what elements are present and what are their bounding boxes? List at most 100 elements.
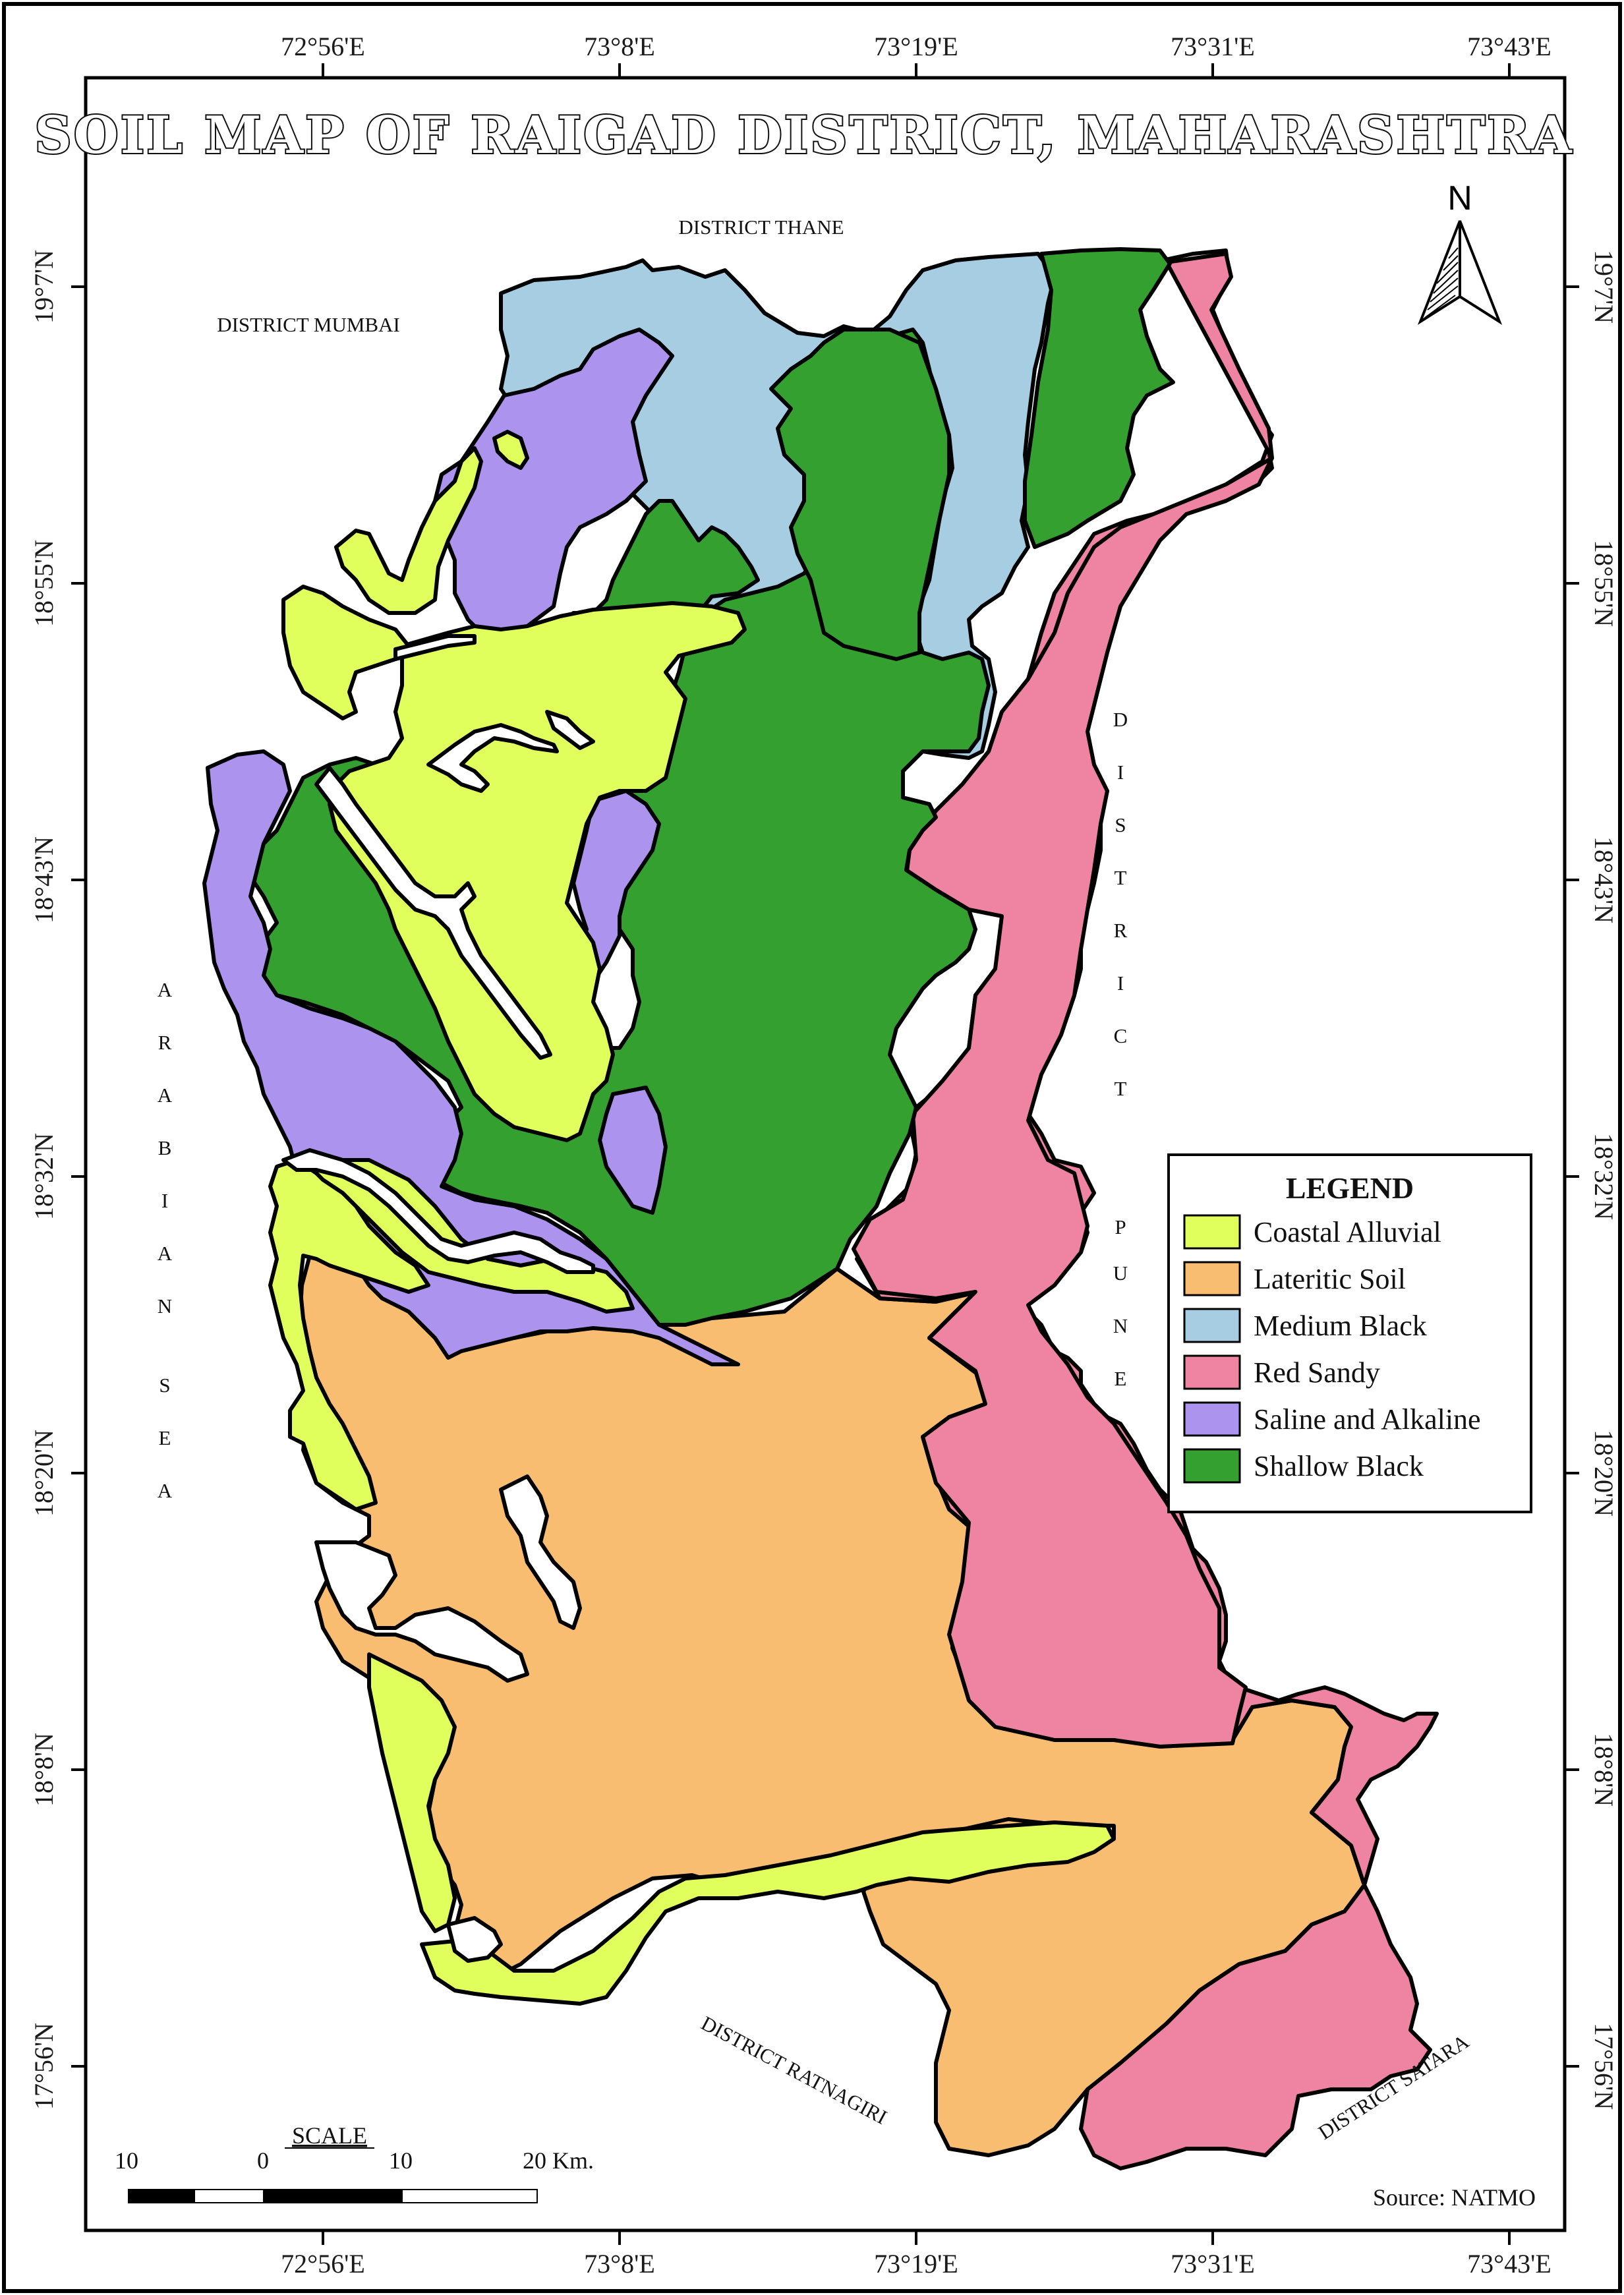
creek-central (426, 723, 559, 793)
latitude-label-right: 19°7'N (1589, 250, 1619, 324)
pune-letter: C (1114, 1024, 1128, 1047)
pune-letter: I (1117, 761, 1124, 784)
legend-swatch (1183, 1308, 1241, 1343)
legend-item-label: Lateritic Soil (1254, 1263, 1406, 1295)
creek-rajpuri (314, 1540, 529, 1683)
creek-revdanda (281, 1148, 595, 1274)
pune-letter: E (1115, 1367, 1127, 1390)
legend-title: LEGEND (1286, 1171, 1414, 1205)
latitude-label-right: 17°56'N (1589, 2023, 1619, 2110)
latitude-label-right: 18°32'N (1589, 1133, 1619, 1220)
pune-letter: P (1115, 1215, 1126, 1238)
label-district-mumbai: DISTRICT MUMBAI (217, 313, 400, 336)
sea-letter: I (161, 1189, 168, 1212)
latitude-label-left: 18°8'N (29, 1733, 59, 1807)
scale-segment-4 (401, 2189, 538, 2203)
longitude-label-top: 72°56'E (281, 32, 365, 61)
scale-label-10-left: 10 (115, 2147, 138, 2174)
legend-item: Lateritic Soil (1183, 1261, 1406, 1296)
region-coastal-alluvial-northwest[interactable] (281, 585, 411, 720)
region-coastal-alluvial-river[interactable] (420, 1820, 1116, 2006)
pune-letter: T (1115, 866, 1127, 889)
map-title: SOIL MAP OF RAIGAD DISTRICT, MAHARASHTRA (34, 105, 1573, 165)
sea-letter: A (158, 978, 173, 1001)
sea-letter: A (158, 1242, 173, 1265)
longitude-label-bottom: 72°56'E (281, 2249, 365, 2279)
creek-south-branch (499, 1474, 582, 1630)
region-coastal-alluvial-south-coast[interactable] (268, 1158, 430, 1511)
latitude-label-left: 18°43'N (29, 836, 59, 923)
label-arabian-sea-vertical: A R A B I A N S E A (158, 978, 173, 1502)
latitude-label-left: 18°20'N (29, 1430, 59, 1517)
legend-item: Coastal Alluvial (1183, 1214, 1441, 1250)
longitude-label-bottom: 73°43'E (1467, 2249, 1552, 2279)
scale-label-10-right: 10 (389, 2147, 413, 2174)
label-district-thane: DISTRICT THANE (678, 216, 844, 239)
soil-polygons (202, 247, 1439, 2170)
creek-bankot (446, 1916, 503, 1963)
longitude-label-top: 73°31'E (1171, 32, 1255, 61)
scale-title: SCALE (292, 2122, 367, 2149)
sea-letter: S (159, 1374, 170, 1397)
latitude-label-right: 18°55'N (1589, 540, 1619, 627)
latitude-label-left: 18°32'N (29, 1133, 59, 1220)
north-arrow-hatch (1424, 247, 1459, 318)
longitude-label-top: 73°43'E (1467, 32, 1552, 61)
region-coastal-alluvial-tip[interactable] (492, 430, 529, 470)
creek-dharamtar (314, 766, 552, 1060)
latitude-label-left: 18°55'N (29, 540, 59, 627)
longitude-label-top: 73°19'E (874, 32, 958, 61)
sea-letter: A (158, 1084, 173, 1107)
pune-letter: T (1115, 1077, 1127, 1100)
region-shallow-black-north[interactable] (1023, 247, 1175, 549)
latitude-label-right: 18°20'N (1589, 1430, 1619, 1517)
legend: LEGEND Coastal Alluvial Lateritic Soil Med… (1167, 1153, 1532, 1513)
region-shallow-black-north-central[interactable] (769, 328, 951, 661)
scale-segment-2 (194, 2189, 264, 2203)
legend-item-label: Coastal Alluvial (1254, 1216, 1441, 1248)
sea-letter: E (159, 1426, 171, 1449)
legend-item-label: Red Sandy (1254, 1356, 1380, 1389)
sea-letter: A (158, 1479, 173, 1502)
pune-letter: I (1117, 972, 1124, 995)
legend-item-label: Shallow Black (1254, 1450, 1424, 1482)
region-coastal-alluvial-islet[interactable] (334, 446, 483, 615)
source-note: Source: NATMO (1373, 2184, 1536, 2211)
scale-bar: SCALE 10 0 10 20 Km. (115, 2122, 594, 2203)
north-arrow-label: N (1447, 179, 1472, 218)
pune-letter: N (1113, 1314, 1128, 1337)
latitude-labels-left: 19°7'N 18°55'N 18°43'N 18°32'N 18°20'N 18°8'N… (29, 250, 59, 2110)
pune-letter: U (1113, 1262, 1128, 1285)
north-arrow: N (1417, 179, 1503, 325)
latitude-label-left: 17°56'N (29, 2023, 59, 2110)
sea-letter: R (158, 1031, 172, 1054)
longitude-label-bottom: 73°19'E (874, 2249, 958, 2279)
legend-item: Red Sandy (1183, 1354, 1380, 1390)
legend-swatch (1183, 1214, 1241, 1250)
creek-upper-bay (545, 710, 595, 750)
latitude-labels-right: 19°7'N 18°55'N 18°43'N 18°32'N 18°20'N 18°8'N… (1589, 250, 1619, 2110)
legend-item-label: Saline and Alkaline (1254, 1403, 1481, 1436)
longitude-labels-bottom: 72°56'E 73°8'E 73°19'E 73°31'E 73°43'E (281, 2249, 1552, 2279)
region-saline-alkaline-south[interactable] (598, 1086, 668, 1215)
scale-label-20-km: 20 Km. (523, 2147, 594, 2174)
latitude-label-right: 18°8'N (1589, 1733, 1619, 1807)
region-red-sandy-east-strip[interactable] (852, 252, 1274, 1749)
legend-item: Saline and Alkaline (1183, 1401, 1481, 1437)
scale-label-0: 0 (257, 2147, 269, 2174)
graticule-ticks (71, 63, 1579, 2245)
north-arrow-right-half (1459, 220, 1503, 325)
longitude-labels-top: 72°56'E 73°8'E 73°19'E 73°31'E 73°43'E (281, 32, 1552, 61)
legend-swatch (1183, 1261, 1241, 1296)
scale-segment-1 (128, 2189, 195, 2203)
legend-item: Shallow Black (1183, 1448, 1424, 1484)
longitude-label-bottom: 73°8'E (584, 2249, 655, 2279)
legend-item-label: Medium Black (1254, 1310, 1427, 1342)
region-coastal-alluvial-north[interactable] (328, 601, 747, 1142)
latitude-label-left: 19°7'N (29, 250, 59, 324)
pune-letter: D (1113, 708, 1128, 731)
label-district-pune-vertical: D I S T R I C T P U N E (1113, 708, 1128, 1390)
scale-segment-3 (263, 2189, 403, 2203)
